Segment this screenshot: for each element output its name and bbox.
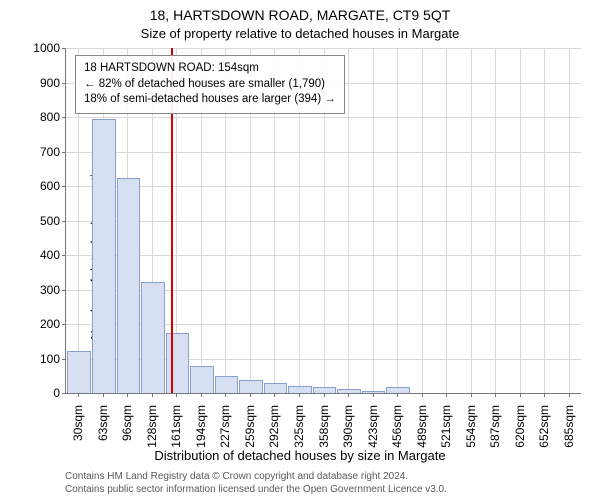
y-tick-label: 500 xyxy=(20,214,60,228)
x-tick-mark xyxy=(446,393,447,397)
x-tick-mark xyxy=(471,393,472,397)
annotation-line-1: 18 HARTSDOWN ROAD: 154sqm xyxy=(84,61,336,77)
x-tick-mark xyxy=(274,393,275,397)
y-tick-mark xyxy=(62,152,66,153)
x-tick-mark xyxy=(152,393,153,397)
x-axis-label: Distribution of detached houses by size … xyxy=(0,448,600,463)
x-tick-label: 390sqm xyxy=(341,405,355,448)
x-tick-mark xyxy=(225,393,226,397)
x-tick-mark xyxy=(127,393,128,397)
grid-line-v xyxy=(422,48,423,393)
x-tick-mark xyxy=(250,393,251,397)
x-tick-mark xyxy=(397,393,398,397)
footer-attribution: Contains HM Land Registry data © Crown c… xyxy=(65,471,585,496)
y-tick-label: 800 xyxy=(20,110,60,124)
x-tick-label: 30sqm xyxy=(71,405,85,441)
x-tick-label: 96sqm xyxy=(120,405,134,441)
y-tick-mark xyxy=(62,359,66,360)
histogram-bar xyxy=(313,387,337,393)
x-tick-mark xyxy=(324,393,325,397)
x-tick-mark xyxy=(422,393,423,397)
histogram-bar xyxy=(337,389,361,393)
histogram-bar xyxy=(166,333,190,393)
grid-line-v xyxy=(397,48,398,393)
histogram-bar xyxy=(67,351,91,393)
x-tick-label: 620sqm xyxy=(513,405,527,448)
annotation-line-2: ← 82% of detached houses are smaller (1,… xyxy=(84,77,336,93)
footer-line-1: Contains HM Land Registry data © Crown c… xyxy=(65,471,585,484)
grid-line-v xyxy=(348,48,349,393)
y-tick-label: 1000 xyxy=(20,41,60,55)
y-tick-mark xyxy=(62,255,66,256)
x-tick-mark xyxy=(495,393,496,397)
footer-line-2: Contains public sector information licen… xyxy=(65,484,585,497)
grid-line-v xyxy=(569,48,570,393)
y-tick-mark xyxy=(62,393,66,394)
x-tick-mark xyxy=(569,393,570,397)
chart-title-sub: Size of property relative to detached ho… xyxy=(0,26,600,41)
grid-line-v xyxy=(495,48,496,393)
y-tick-mark xyxy=(62,290,66,291)
x-tick-label: 685sqm xyxy=(562,405,576,448)
histogram-bar xyxy=(215,376,239,393)
x-tick-mark xyxy=(201,393,202,397)
y-tick-label: 700 xyxy=(20,145,60,159)
x-tick-mark xyxy=(544,393,545,397)
histogram-bar xyxy=(362,391,386,393)
annotation-box: 18 HARTSDOWN ROAD: 154sqm ← 82% of detac… xyxy=(75,55,345,114)
y-tick-label: 600 xyxy=(20,179,60,193)
y-tick-label: 400 xyxy=(20,248,60,262)
y-tick-label: 0 xyxy=(20,386,60,400)
x-tick-label: 325sqm xyxy=(292,405,306,448)
histogram-bar xyxy=(264,383,288,393)
x-tick-label: 259sqm xyxy=(243,405,257,448)
annotation-line-3: 18% of semi-detached houses are larger (… xyxy=(84,92,336,108)
grid-line-v xyxy=(471,48,472,393)
grid-line-v xyxy=(446,48,447,393)
chart-container: 18, HARTSDOWN ROAD, MARGATE, CT9 5QT Siz… xyxy=(0,0,600,500)
x-tick-mark xyxy=(103,393,104,397)
y-tick-mark xyxy=(62,83,66,84)
x-tick-label: 358sqm xyxy=(317,405,331,448)
histogram-bar xyxy=(117,178,141,393)
x-tick-label: 587sqm xyxy=(488,405,502,448)
x-tick-label: 63sqm xyxy=(96,405,110,441)
histogram-bar xyxy=(190,366,214,393)
x-tick-label: 227sqm xyxy=(218,405,232,448)
y-tick-label: 300 xyxy=(20,283,60,297)
histogram-bar xyxy=(239,380,263,393)
x-tick-label: 652sqm xyxy=(537,405,551,448)
x-tick-label: 128sqm xyxy=(145,405,159,448)
y-tick-mark xyxy=(62,48,66,49)
x-tick-label: 292sqm xyxy=(267,405,281,448)
histogram-bar xyxy=(288,386,312,393)
x-tick-mark xyxy=(520,393,521,397)
histogram-bar xyxy=(386,387,410,393)
y-tick-mark xyxy=(62,221,66,222)
y-tick-mark xyxy=(62,324,66,325)
y-tick-label: 100 xyxy=(20,352,60,366)
x-tick-mark xyxy=(176,393,177,397)
x-tick-label: 456sqm xyxy=(390,405,404,448)
x-tick-label: 423sqm xyxy=(366,405,380,448)
histogram-bar xyxy=(141,282,165,393)
x-tick-label: 554sqm xyxy=(464,405,478,448)
x-tick-mark xyxy=(373,393,374,397)
y-tick-label: 200 xyxy=(20,317,60,331)
grid-line-v xyxy=(520,48,521,393)
y-tick-mark xyxy=(62,117,66,118)
x-tick-mark xyxy=(78,393,79,397)
x-tick-label: 194sqm xyxy=(194,405,208,448)
x-tick-mark xyxy=(299,393,300,397)
x-tick-label: 521sqm xyxy=(439,405,453,448)
x-tick-label: 489sqm xyxy=(415,405,429,448)
grid-line-v xyxy=(373,48,374,393)
x-tick-label: 161sqm xyxy=(169,405,183,448)
y-tick-label: 900 xyxy=(20,76,60,90)
x-tick-mark xyxy=(348,393,349,397)
histogram-bar xyxy=(92,119,116,393)
y-tick-mark xyxy=(62,186,66,187)
chart-title-main: 18, HARTSDOWN ROAD, MARGATE, CT9 5QT xyxy=(0,7,600,23)
grid-line-v xyxy=(544,48,545,393)
